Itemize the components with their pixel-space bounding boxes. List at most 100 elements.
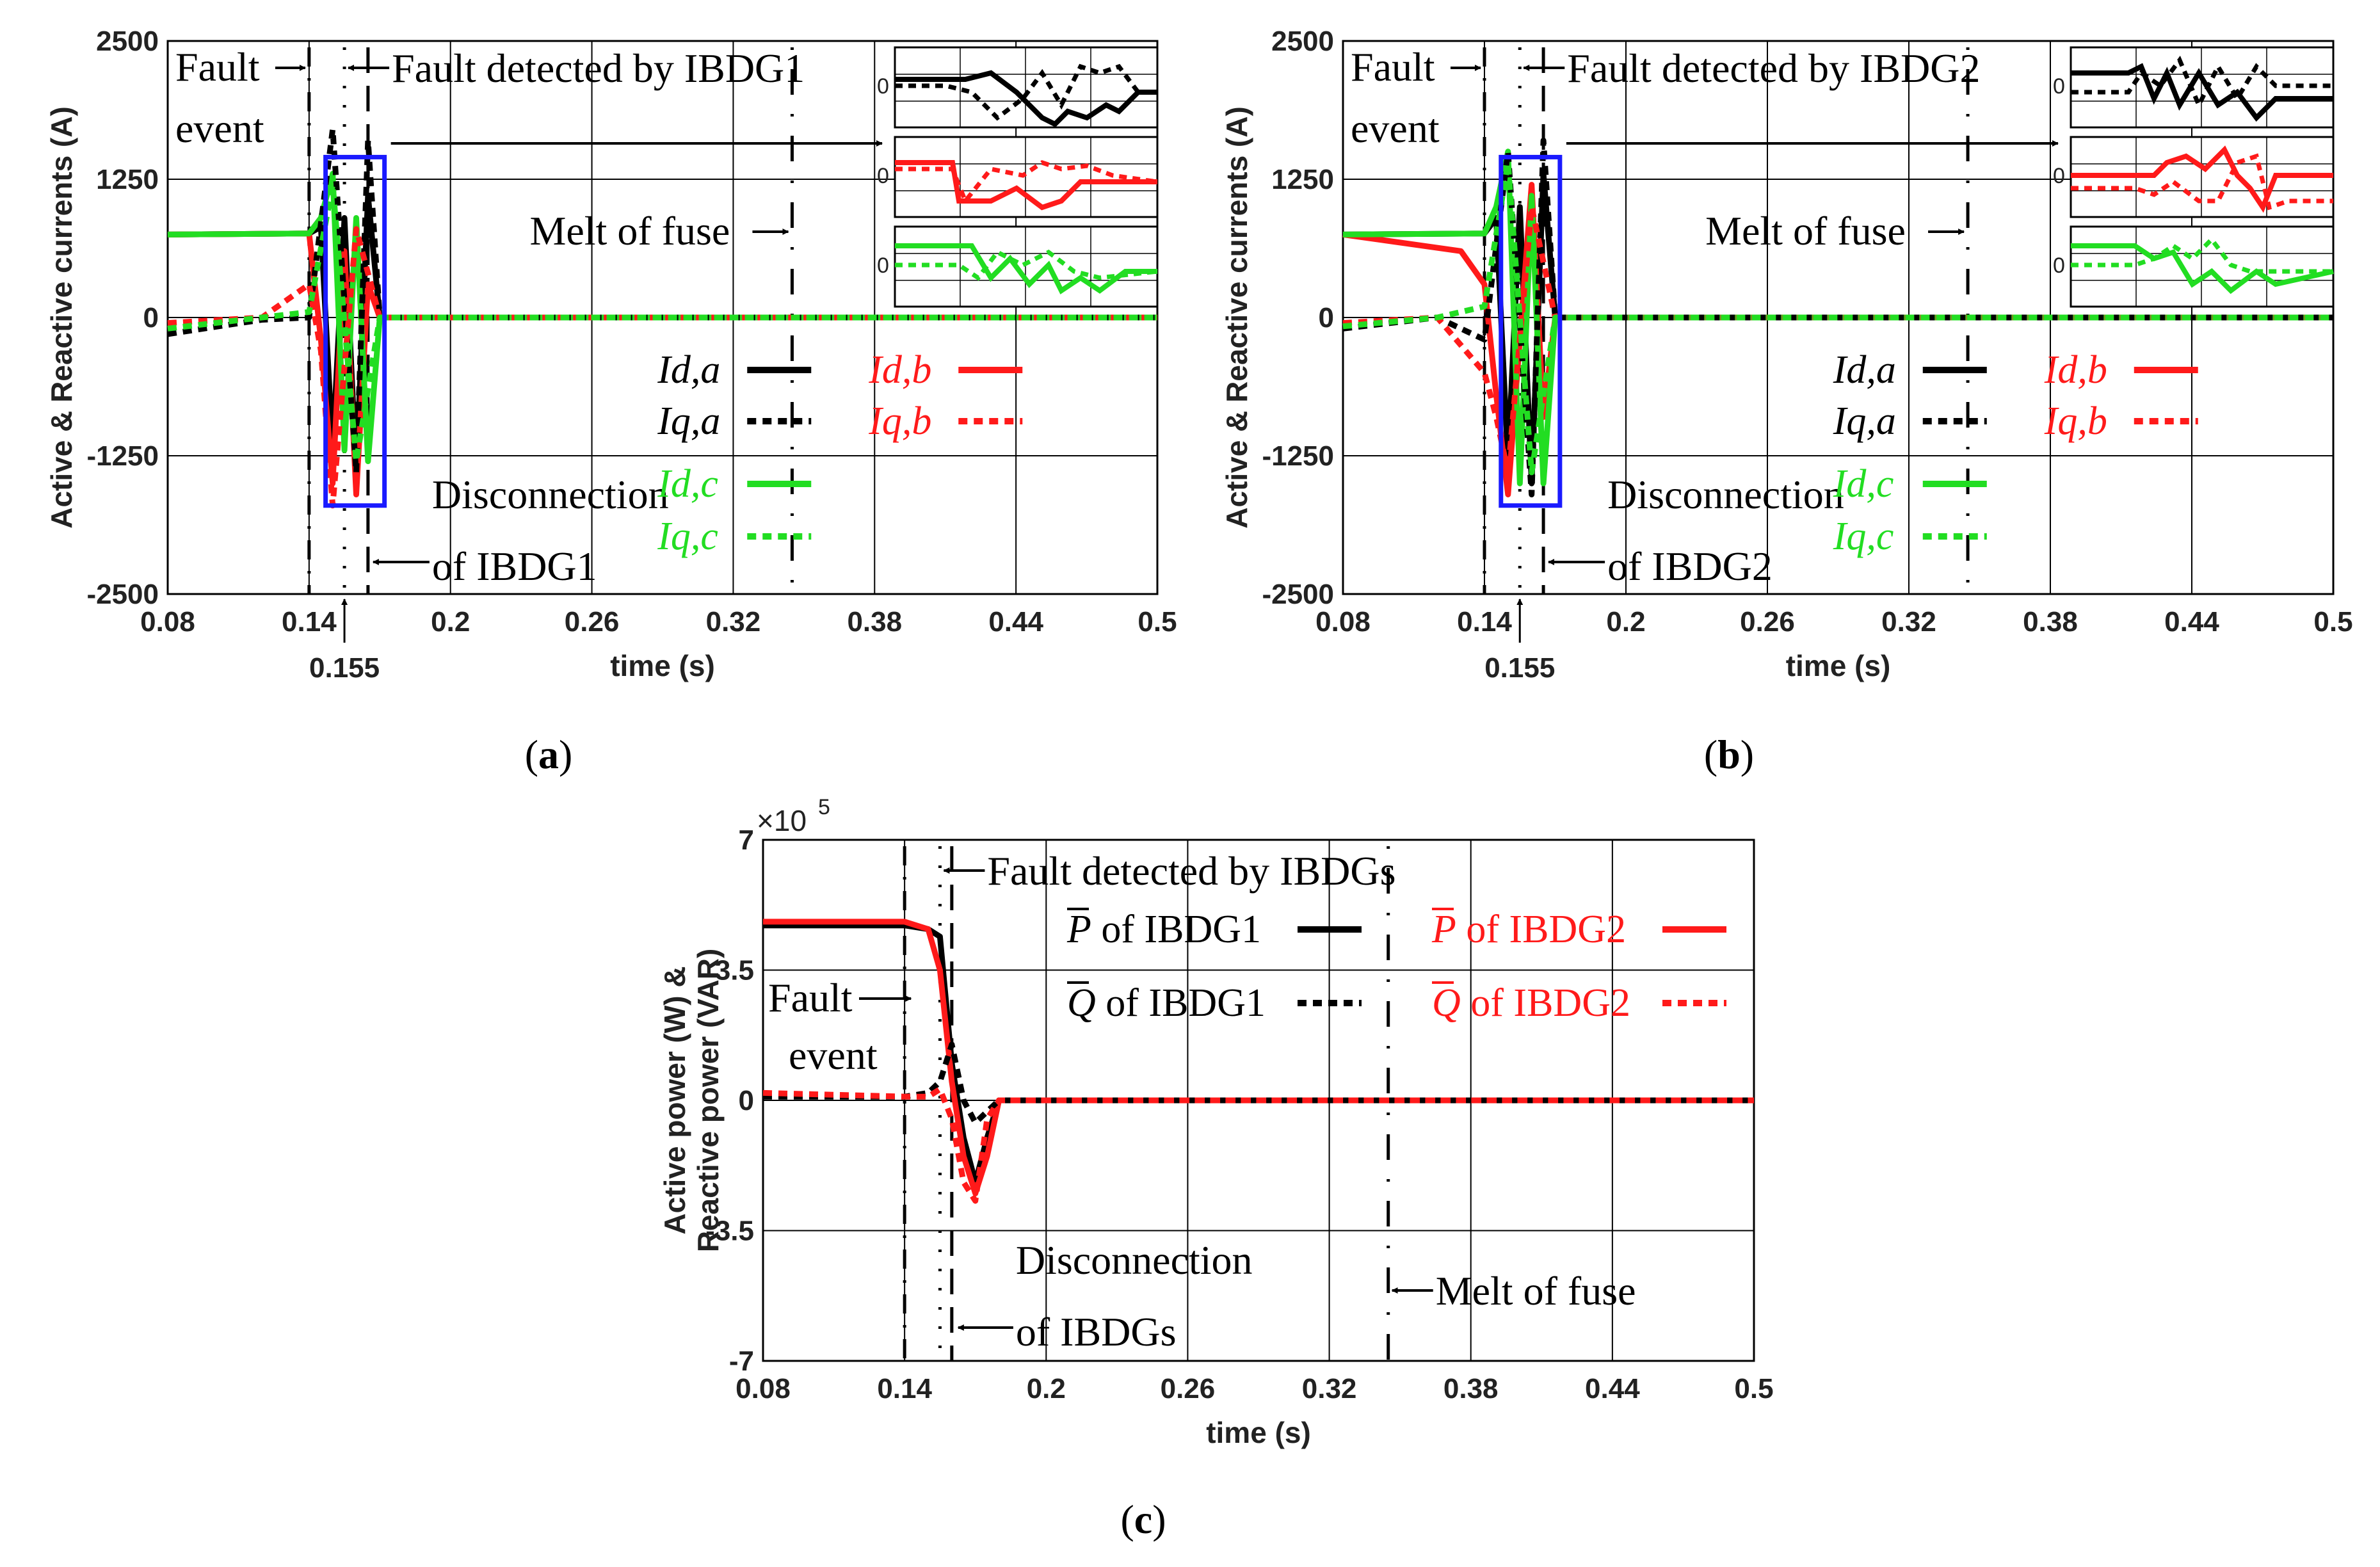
y-axis-label: Active & Reactive currents (A) bbox=[1220, 106, 1253, 529]
x-tick-label: 0.14 bbox=[877, 1373, 932, 1404]
series-line-4 bbox=[1342, 204, 2333, 476]
annot-melt: Melt of fuse bbox=[1705, 208, 1906, 253]
x-tick-label: 0.14 bbox=[282, 606, 337, 638]
zoom-box bbox=[1499, 154, 1563, 508]
series-line-1 bbox=[763, 919, 1754, 1196]
series-line-0 bbox=[763, 922, 1754, 1185]
x-axis-label: time (s) bbox=[1786, 649, 1891, 682]
inset-line-dotted bbox=[895, 63, 1157, 121]
x-tick-label: 0.2 bbox=[1606, 606, 1645, 638]
series-line-3 bbox=[167, 126, 1157, 476]
legend-label-1: P of IBDG2 bbox=[1431, 908, 1626, 951]
x-tick-label: 0.26 bbox=[1740, 606, 1795, 638]
annot-of-ibdgs: of IBDGs bbox=[1016, 1309, 1177, 1354]
inset-frame bbox=[2070, 46, 2335, 129]
annot-fault: Fault bbox=[1351, 44, 1435, 90]
x-tick-label: 0.44 bbox=[1585, 1373, 1640, 1404]
inset-2: 0 bbox=[2053, 136, 2335, 218]
y-tick-label: 0 bbox=[739, 1085, 754, 1116]
legend-label-5: Iq,c bbox=[1833, 515, 1894, 558]
y-tick-label: -2500 bbox=[1262, 579, 1334, 610]
x-axis-label: time (s) bbox=[1206, 1416, 1311, 1449]
panel-c: 0.08 0.14 0.2 0.26 0.32 0.38 0.44 0.5 7 3.5 0 -3.5 -… bbox=[658, 795, 1774, 1449]
series-line-3 bbox=[762, 1086, 1754, 1204]
y-tick-label: 0 bbox=[1319, 302, 1334, 333]
inset-line-dotted bbox=[2071, 236, 2333, 274]
y-axis-label-2: Reactive power (VAR) bbox=[691, 949, 725, 1253]
inset-line-dotted bbox=[895, 249, 1158, 281]
inset-3: 0 bbox=[877, 225, 1159, 308]
zoom-box bbox=[323, 154, 387, 508]
x-tick-label: 0.2 bbox=[1027, 1373, 1066, 1404]
legend-label-1: Id,b bbox=[868, 348, 931, 392]
captions: (a) (b) (c) bbox=[525, 732, 1754, 1542]
legend-label-3: Q of IBDG2 bbox=[1432, 981, 1630, 1025]
annot-event: event bbox=[1351, 106, 1440, 151]
annot-detected: Fault detected by IBDG1 bbox=[392, 45, 805, 91]
x-tick-label: 0.26 bbox=[1161, 1373, 1216, 1404]
inset-1: 0 bbox=[877, 46, 1159, 129]
caption-c: (c) bbox=[1120, 1497, 1166, 1542]
multiplier-exp: 5 bbox=[818, 795, 830, 819]
legend-label-1: Id,b bbox=[2044, 348, 2107, 392]
x-tick-label: 0.2 bbox=[431, 606, 470, 638]
inset-frame bbox=[894, 136, 1159, 218]
y-tick-label: -1250 bbox=[1262, 440, 1334, 472]
inset-1: 0 bbox=[2053, 46, 2335, 129]
y-tick-label: -2500 bbox=[86, 579, 159, 610]
y-tick-label: 2500 bbox=[1271, 26, 1334, 57]
legend-label-3: Iq,b bbox=[868, 399, 931, 443]
inset-zero-label: 0 bbox=[2053, 253, 2065, 278]
legend-label-2: Iq,a bbox=[1833, 399, 1896, 443]
y-tick-label: 1250 bbox=[96, 164, 159, 195]
y-axis-label: Active & Reactive currents (A) bbox=[45, 106, 78, 529]
x-tick-label: 0.08 bbox=[736, 1373, 791, 1404]
annot-fault: Fault bbox=[175, 44, 260, 90]
legend-label-4: Id,c bbox=[1833, 462, 1894, 506]
series-line-5 bbox=[167, 182, 1157, 465]
inset-zero-label: 0 bbox=[877, 164, 889, 188]
inset-zero-label: 0 bbox=[877, 74, 889, 99]
legend-label-2: Iq,a bbox=[657, 399, 720, 443]
y-tick-label: -7 bbox=[729, 1346, 754, 1377]
y-tick-label: 0 bbox=[143, 302, 159, 333]
annot-disconnection: Disconnection bbox=[1016, 1237, 1253, 1283]
caption-a: (a) bbox=[525, 732, 573, 777]
y-tick-label: 2500 bbox=[96, 26, 159, 57]
x-tick-label: 0.32 bbox=[706, 606, 761, 638]
annot-disconnection: Disconnection bbox=[432, 472, 669, 517]
x-tick-label: 0.08 bbox=[1315, 606, 1371, 638]
annot-of-ibdg: of IBDG1 bbox=[432, 543, 597, 589]
inset-line-solid bbox=[2071, 63, 2333, 122]
x-tick-label: 0.14 bbox=[1457, 606, 1512, 638]
legend-label-3: Iq,b bbox=[2044, 399, 2107, 443]
y-tick-label: -3.5 bbox=[705, 1216, 754, 1247]
series-line-2 bbox=[1342, 149, 2333, 486]
annot-detected: Fault detected by IBDGs bbox=[987, 848, 1395, 894]
x-tick-label: 0.38 bbox=[847, 606, 902, 638]
series-line-5 bbox=[1342, 159, 2333, 476]
x-tick-label: 0.5 bbox=[2313, 606, 2352, 638]
inset-zero-label: 0 bbox=[2053, 164, 2065, 188]
x-tick-label: 0.38 bbox=[1443, 1373, 1499, 1404]
legend-label-0: Id,a bbox=[657, 348, 720, 392]
inset-line-dotted bbox=[895, 160, 1158, 205]
inset-line-solid bbox=[895, 70, 1157, 127]
y-tick-label: 7 bbox=[739, 824, 754, 856]
x-tick-label: 0.26 bbox=[565, 606, 620, 638]
legend-label-4: Id,c bbox=[657, 462, 718, 506]
x-tick-label: 0.44 bbox=[2164, 606, 2219, 638]
annot-melt: Melt of fuse bbox=[529, 208, 730, 253]
inset-frame bbox=[894, 225, 1159, 308]
x-tick-label: 0.38 bbox=[2023, 606, 2078, 638]
panel-a: 0.08 0.14 0.2 0.26 0.32 0.38 0.44 0.5 2500 1250 0 -… bbox=[45, 26, 1177, 684]
inset-frame bbox=[2070, 225, 2335, 308]
annot-detected: Fault detected by IBDG2 bbox=[1567, 45, 1980, 91]
series-line-2 bbox=[167, 170, 1157, 465]
inset-line-solid bbox=[2071, 145, 2333, 213]
y-tick-label: 3.5 bbox=[715, 955, 754, 986]
panel-b: 0.08 0.14 0.2 0.26 0.32 0.38 0.44 0.5 2500 1250 0 -… bbox=[1220, 26, 2353, 684]
x-tick-label: 0.5 bbox=[1138, 606, 1177, 638]
annot-fault: Fault bbox=[768, 975, 853, 1020]
